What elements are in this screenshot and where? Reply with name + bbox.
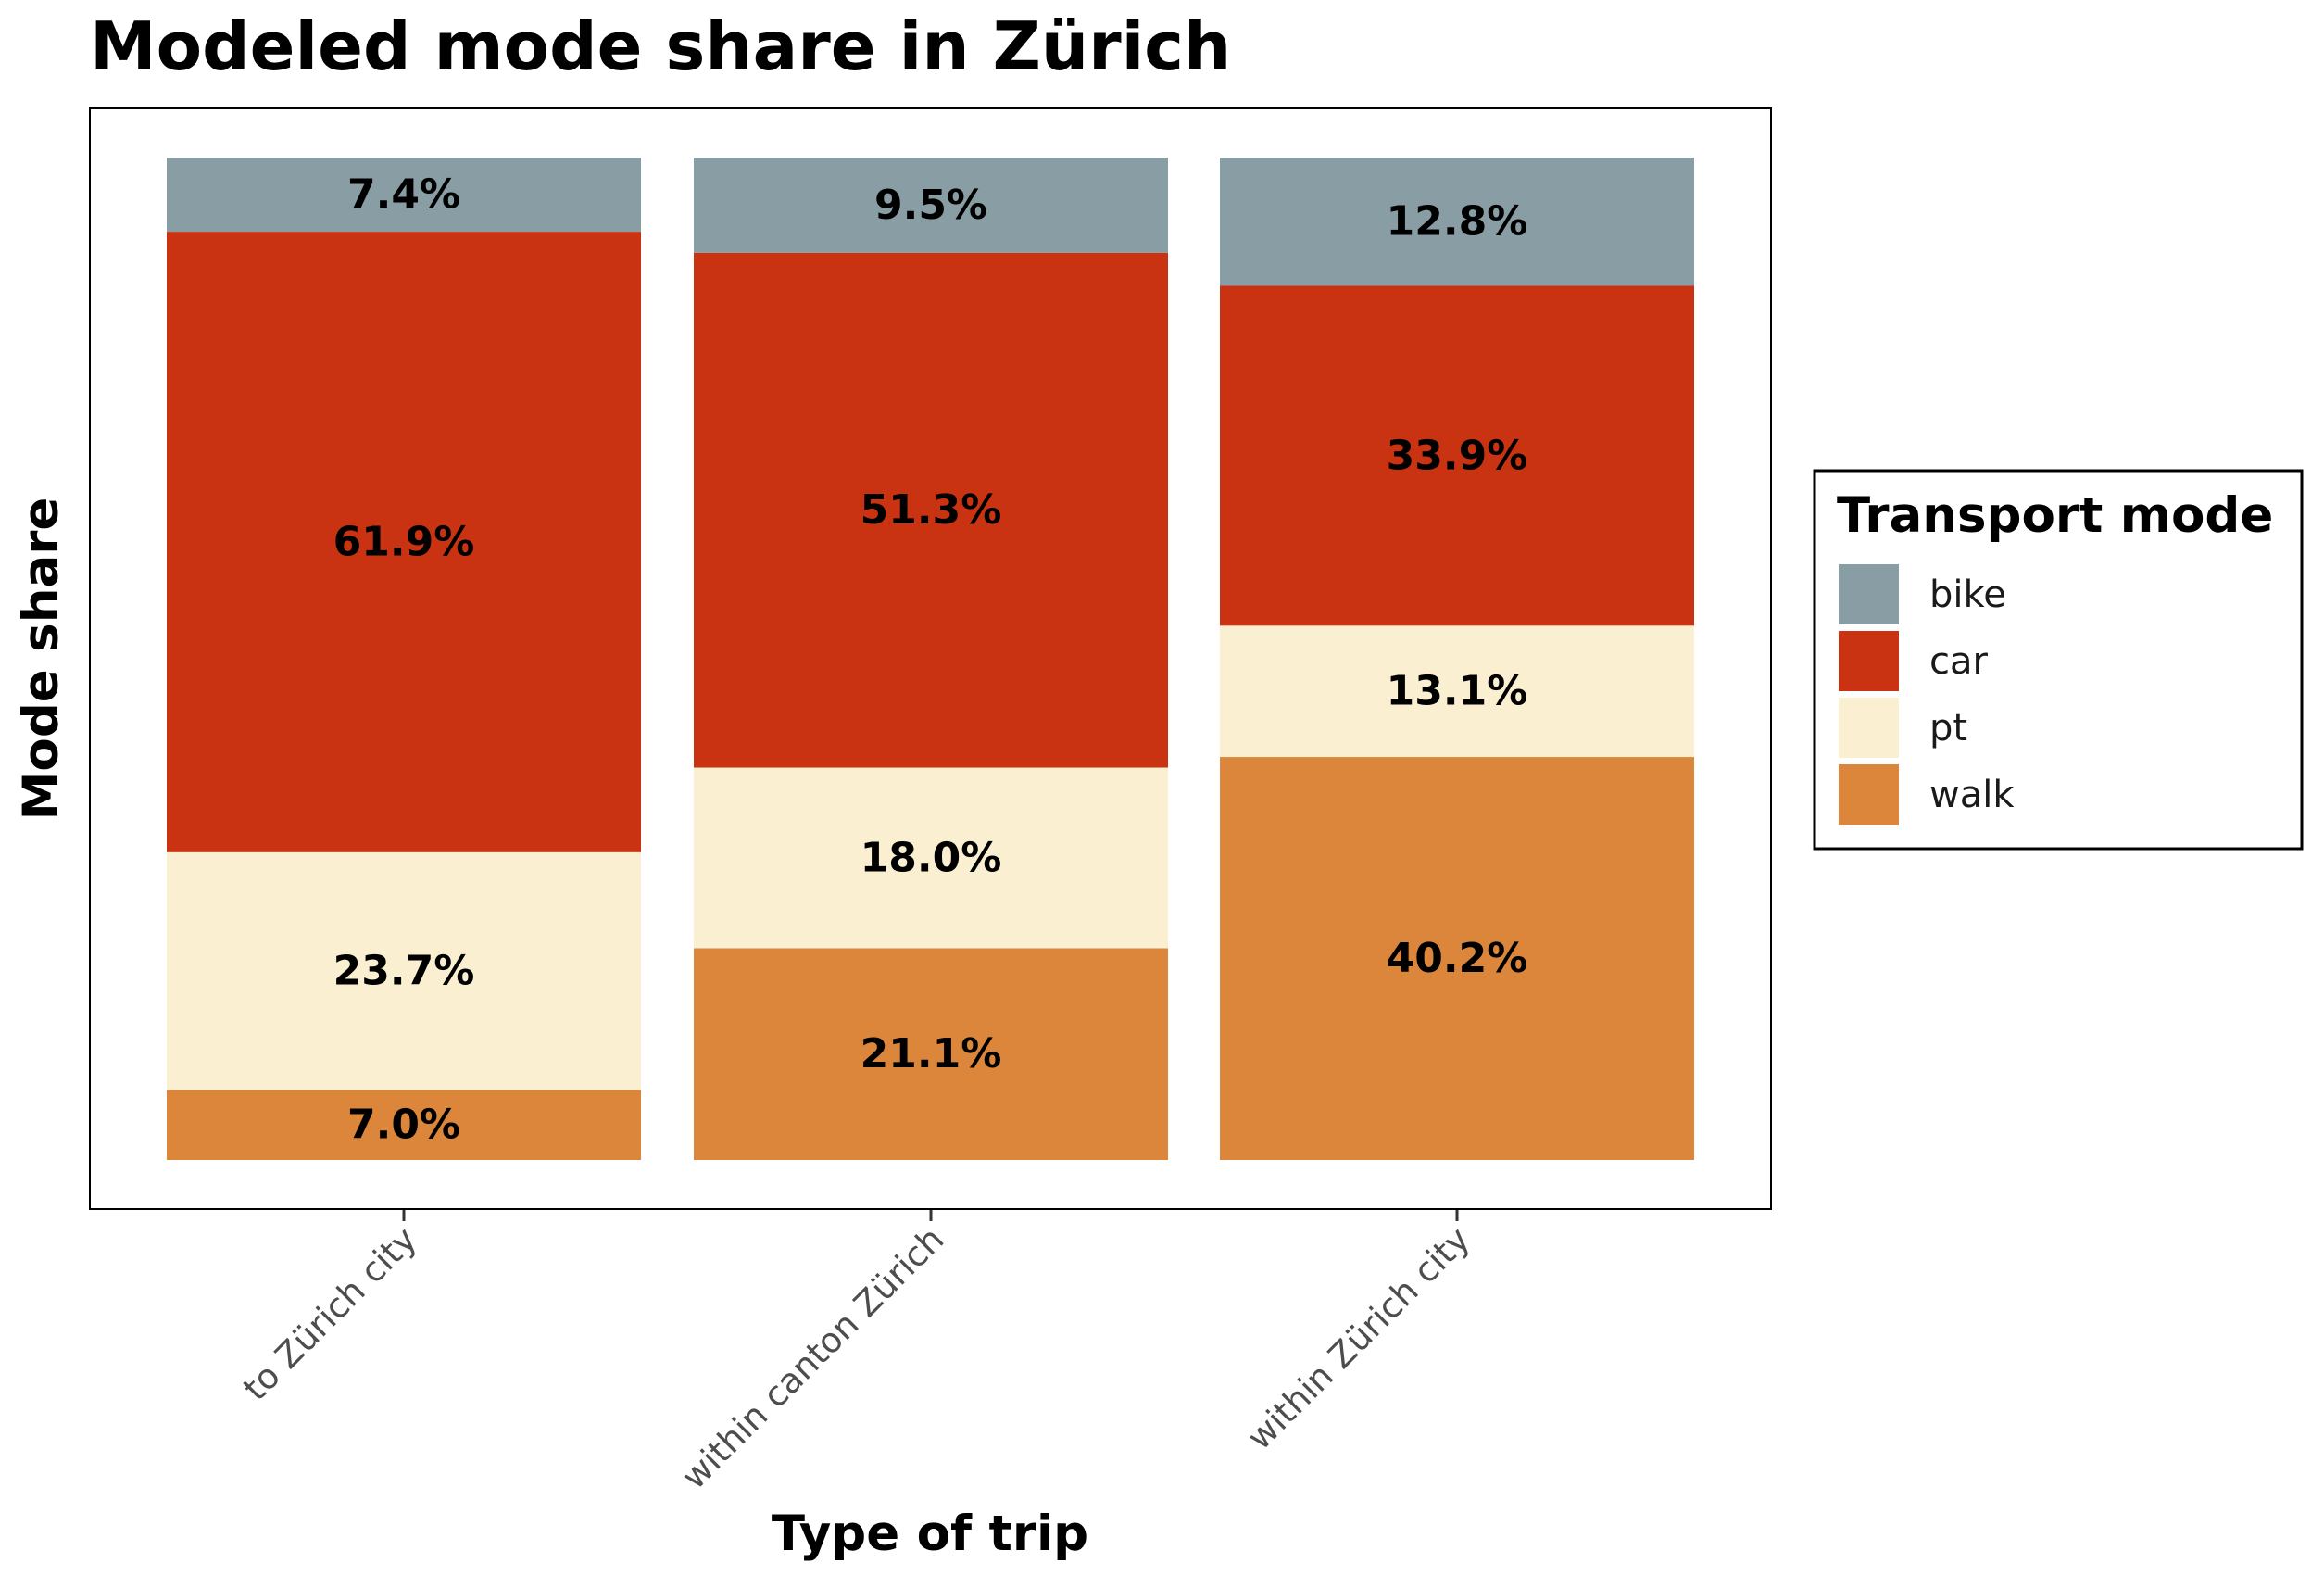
bar-segment-walk-1 <box>167 1090 641 1160</box>
bar-segment-bike-1 <box>167 158 641 233</box>
bar-segment-pt-3 <box>1220 625 1694 758</box>
chart-title: Modeled mode share in Zürich <box>90 7 1231 85</box>
plot-panel-border <box>89 107 1772 1210</box>
data-label-car-3: 33.9% <box>1387 432 1528 479</box>
bar-segment-bike-2 <box>694 158 1168 253</box>
bar-segment-bike-3 <box>1220 158 1694 286</box>
bar-segment-car-1 <box>167 232 641 852</box>
data-label-walk-1: 7.0% <box>347 1102 460 1149</box>
data-label-bike-3: 12.8% <box>1387 198 1528 246</box>
data-label-pt-1: 23.7% <box>333 948 475 995</box>
legend-swatch-bike <box>1837 562 1901 626</box>
legend-swatch-pt <box>1837 696 1901 760</box>
y-axis-title: Mode share <box>13 498 69 821</box>
legend: Transport mode bike car pt walk <box>1813 469 2304 851</box>
data-label-walk-2: 21.1% <box>861 1030 1002 1078</box>
data-label-pt-2: 18.0% <box>861 834 1002 881</box>
bars-layer <box>167 158 1694 1160</box>
legend-swatch-walk <box>1837 762 1901 826</box>
legend-items: bike car pt walk <box>1837 562 2015 826</box>
bar-segment-walk-2 <box>694 948 1168 1160</box>
data-labels-layer: 7.0% 23.7% 61.9% 7.4% 21.1% 18.0% 51.3% 9.5% 40.… <box>333 171 1528 1149</box>
bar-segment-car-2 <box>694 252 1168 768</box>
data-label-walk-3: 40.2% <box>1387 935 1528 982</box>
data-label-car-2: 51.3% <box>861 486 1002 534</box>
legend-label-walk: walk <box>1929 774 2015 816</box>
bar-segment-walk-3 <box>1220 757 1694 1160</box>
legend-label-bike: bike <box>1929 573 2006 616</box>
x-axis-title: Type of trip <box>772 1506 1088 1562</box>
legend-label-car: car <box>1929 640 1989 683</box>
bar-segment-pt-1 <box>167 851 641 1090</box>
bar-segment-pt-2 <box>694 767 1168 949</box>
bar-segment-car-3 <box>1220 285 1694 626</box>
data-label-car-1: 61.9% <box>333 518 475 565</box>
legend-label-pt: pt <box>1929 707 1967 750</box>
data-label-bike-2: 9.5% <box>874 182 987 229</box>
data-label-pt-3: 13.1% <box>1387 668 1528 715</box>
data-label-bike-1: 7.4% <box>347 171 460 219</box>
legend-swatch-car <box>1837 629 1901 693</box>
legend-title: Transport mode <box>1837 487 2273 544</box>
